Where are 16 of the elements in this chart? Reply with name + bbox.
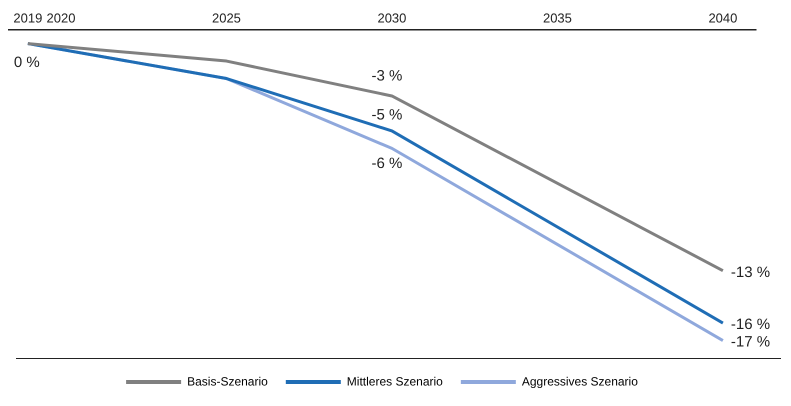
data-label: -5 %	[372, 106, 402, 124]
legend-label: Aggressives Szenario	[522, 374, 638, 388]
data-label: -3 %	[372, 68, 402, 85]
data-label: -17 %	[730, 334, 770, 351]
data-label: -6 %	[372, 155, 402, 172]
data-label: -16 %	[730, 316, 770, 334]
x-tick-label: 2025	[212, 10, 241, 26]
x-tick-label: 2019	[13, 10, 42, 26]
x-tick-label: 2030	[377, 10, 406, 26]
data-label: -13 %	[730, 264, 770, 281]
x-tick-label: 2020	[46, 10, 76, 26]
x-tick-label: 2035	[542, 10, 572, 26]
x-tick-label: 2040	[708, 10, 738, 26]
legend-label: Mittleres Szenario	[346, 374, 444, 388]
data-label: 0 %	[14, 54, 40, 72]
legend-label: Basis-Szenario	[187, 374, 268, 388]
